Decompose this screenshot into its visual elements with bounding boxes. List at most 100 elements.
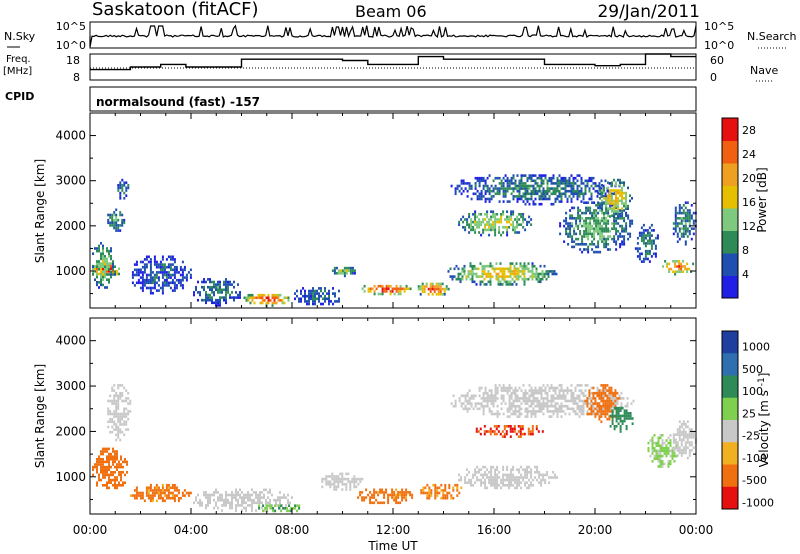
heatmap-cell [511, 262, 514, 265]
heatmap-cell [339, 472, 342, 476]
heatmap-cell [149, 289, 152, 292]
heatmap-cell [688, 211, 691, 215]
heatmap-cell [335, 272, 338, 275]
heatmap-cell [369, 287, 372, 291]
heatmap-cell [119, 430, 122, 434]
heatmap-cell [119, 191, 122, 195]
heatmap-cell [532, 184, 535, 188]
heatmap-cell [523, 264, 526, 268]
heatmap-cell [516, 484, 519, 487]
heatmap-cell [265, 296, 268, 300]
heatmap-cell [680, 433, 683, 436]
heatmap-cell [217, 285, 219, 289]
heatmap-cell [104, 255, 106, 258]
heatmap-cell [598, 397, 601, 400]
heatmap-cell [121, 399, 124, 403]
heatmap-cell [203, 278, 205, 281]
heatmap-cell [329, 483, 332, 486]
heatmap-cell [587, 250, 590, 254]
heatmap-cell [421, 285, 424, 288]
heatmap-cell [556, 415, 559, 418]
heatmap-cell [659, 465, 662, 468]
heatmap-cell [272, 509, 275, 513]
heatmap-cell [686, 262, 689, 266]
heatmap-cell [526, 410, 529, 413]
heatmap-cell [582, 399, 585, 403]
heatmap-cell [367, 287, 370, 291]
heatmap-cell [646, 257, 649, 261]
y-tick-label: 2000 [55, 219, 86, 233]
heatmap-cell [114, 270, 116, 274]
heatmap-cell [286, 507, 289, 510]
heatmap-cell [484, 486, 487, 490]
heatmap-cell [576, 384, 579, 387]
heatmap-cell [532, 200, 535, 203]
heatmap-cell [669, 460, 672, 463]
heatmap-cell [556, 184, 559, 188]
heatmap-cell [335, 475, 338, 478]
heatmap-cell [466, 468, 469, 471]
heatmap-cell [163, 263, 166, 266]
heatmap-cell [586, 179, 589, 183]
heatmap-cell [221, 493, 223, 497]
heatmap-cell [213, 285, 215, 289]
heatmap-cell [597, 227, 600, 230]
heatmap-cell [435, 293, 438, 296]
heatmap-cell [102, 244, 104, 248]
heatmap-cell [669, 449, 672, 453]
heatmap-cell [508, 397, 511, 400]
heatmap-cell [157, 284, 160, 287]
heatmap-cell [339, 480, 342, 483]
heatmap-cell [169, 258, 172, 261]
heatmap-cell [165, 258, 168, 261]
heatmap-cell [613, 202, 615, 205]
heatmap-cell [535, 267, 538, 271]
heatmap-cell [165, 278, 168, 282]
heatmap-cell [423, 285, 426, 288]
heatmap-cell [544, 386, 547, 390]
heatmap-cell [612, 391, 615, 395]
heatmap-cell [566, 391, 569, 395]
heatmap-cell [448, 483, 451, 487]
heatmap-cell [122, 460, 124, 464]
heatmap-cell [98, 460, 100, 464]
heatmap-cell [318, 294, 320, 298]
heatmap-cell [507, 425, 510, 428]
heatmap-cell [462, 215, 465, 219]
heatmap-cell [490, 471, 493, 474]
heatmap-cell [475, 430, 478, 433]
heatmap-cell [181, 494, 184, 497]
heatmap-cell [405, 493, 408, 497]
heatmap-cell [426, 491, 429, 495]
heatmap-cell [265, 504, 267, 507]
heatmap-cell [308, 294, 310, 298]
heatmap-cell [604, 384, 607, 387]
heatmap-cell [450, 496, 453, 500]
heatmap-cell [436, 494, 439, 497]
heatmap-cell [102, 267, 104, 271]
heatmap-cell [594, 184, 597, 188]
heatmap-cell [121, 178, 124, 182]
heatmap-cell [500, 386, 503, 390]
heatmap-cell [514, 412, 517, 416]
heatmap-cell [111, 218, 114, 222]
heatmap-cell [554, 197, 557, 201]
heatmap-cell [648, 242, 651, 245]
y-tick-label: 1000 [55, 264, 86, 278]
heatmap-cell [115, 391, 118, 395]
heatmap-cell [548, 386, 551, 390]
heatmap-cell [391, 496, 394, 499]
heatmap-cell [125, 181, 128, 184]
heatmap-cell [558, 174, 561, 177]
heatmap-cell [608, 417, 611, 421]
heatmap-cell [320, 302, 322, 306]
heatmap-cell [588, 176, 591, 180]
heatmap-cell [589, 222, 592, 225]
heatmap-cell [454, 189, 457, 193]
heatmap-cell [692, 232, 695, 236]
heatmap-cell [219, 296, 221, 299]
heatmap-cell [597, 232, 600, 236]
heatmap-cell [512, 402, 515, 405]
heatmap-cell [118, 272, 120, 276]
